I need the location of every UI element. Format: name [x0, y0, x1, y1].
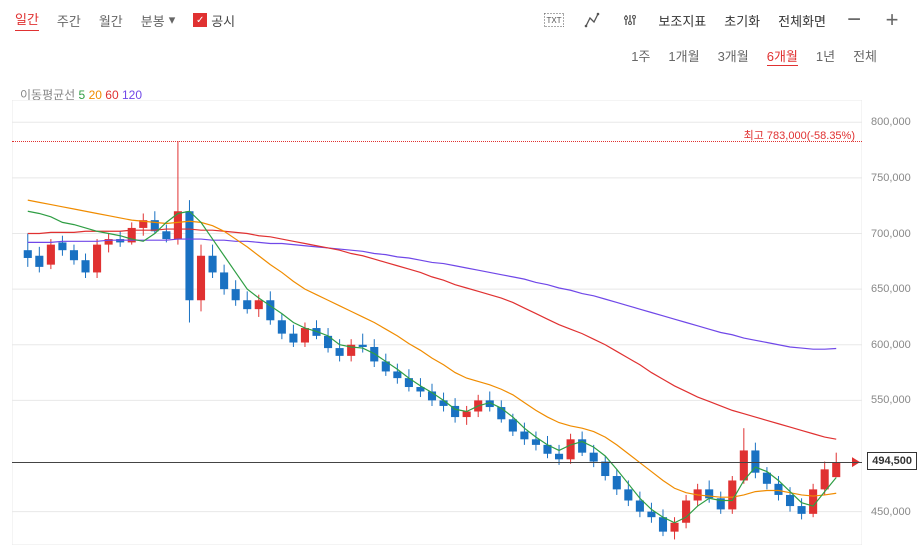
high-line	[12, 141, 862, 142]
y-axis: 450,000 550,000 600,000 650,000 700,000 750,0…	[867, 100, 917, 545]
disclosure-checkbox[interactable]: ✓ 공시	[193, 11, 235, 30]
minus-icon[interactable]: −	[844, 10, 864, 30]
interval-label: 분봉	[141, 11, 165, 30]
toolbar-right: TXT 보조지표 초기화 전체화면 − +	[544, 10, 902, 30]
text-tool-icon[interactable]: TXT	[544, 10, 564, 30]
y-tick: 550,000	[871, 394, 911, 406]
y-tick: 700,000	[871, 228, 911, 240]
range-bar: 1주 1개월 3개월 6개월 1년 전체	[0, 40, 917, 72]
current-price-marker: 494,500	[867, 452, 917, 470]
draw-tool-icon[interactable]	[582, 10, 602, 30]
current-price-line	[12, 462, 862, 463]
reset-button[interactable]: 초기화	[724, 11, 760, 30]
high-marker-label: 최고 783,000(-58.35%)	[744, 127, 855, 143]
y-tick: 600,000	[871, 339, 911, 351]
tab-weekly[interactable]: 주간	[57, 11, 81, 30]
range-1m[interactable]: 1개월	[668, 46, 699, 66]
range-3m[interactable]: 3개월	[718, 46, 749, 66]
plus-icon[interactable]: +	[882, 10, 902, 30]
interval-dropdown[interactable]: 분봉 ▾	[141, 11, 175, 30]
tab-daily[interactable]: 일간	[15, 9, 39, 31]
indicator-button[interactable]: 보조지표	[658, 11, 706, 30]
check-icon: ✓	[193, 13, 207, 27]
chart-area[interactable]	[12, 100, 862, 545]
toolbar: 일간 주간 월간 분봉 ▾ ✓ 공시 TXT 보조지표 초기화 전체화면 − +	[0, 0, 917, 40]
disclosure-label: 공시	[211, 11, 235, 30]
range-1w[interactable]: 1주	[631, 46, 650, 66]
y-tick: 800,000	[871, 116, 911, 128]
range-1y[interactable]: 1년	[816, 46, 835, 66]
range-6m[interactable]: 6개월	[767, 46, 798, 66]
y-tick: 450,000	[871, 506, 911, 518]
y-tick: 750,000	[871, 172, 911, 184]
fullscreen-button[interactable]: 전체화면	[778, 11, 826, 30]
candlestick-chart	[12, 100, 862, 545]
tab-monthly[interactable]: 월간	[99, 11, 123, 30]
svg-text:TXT: TXT	[547, 16, 562, 25]
range-all[interactable]: 전체	[853, 46, 877, 66]
y-tick: 650,000	[871, 283, 911, 295]
toolbar-left: 일간 주간 월간 분봉 ▾ ✓ 공시	[15, 9, 235, 31]
settings-tool-icon[interactable]	[620, 10, 640, 30]
chevron-down-icon: ▾	[169, 12, 176, 28]
